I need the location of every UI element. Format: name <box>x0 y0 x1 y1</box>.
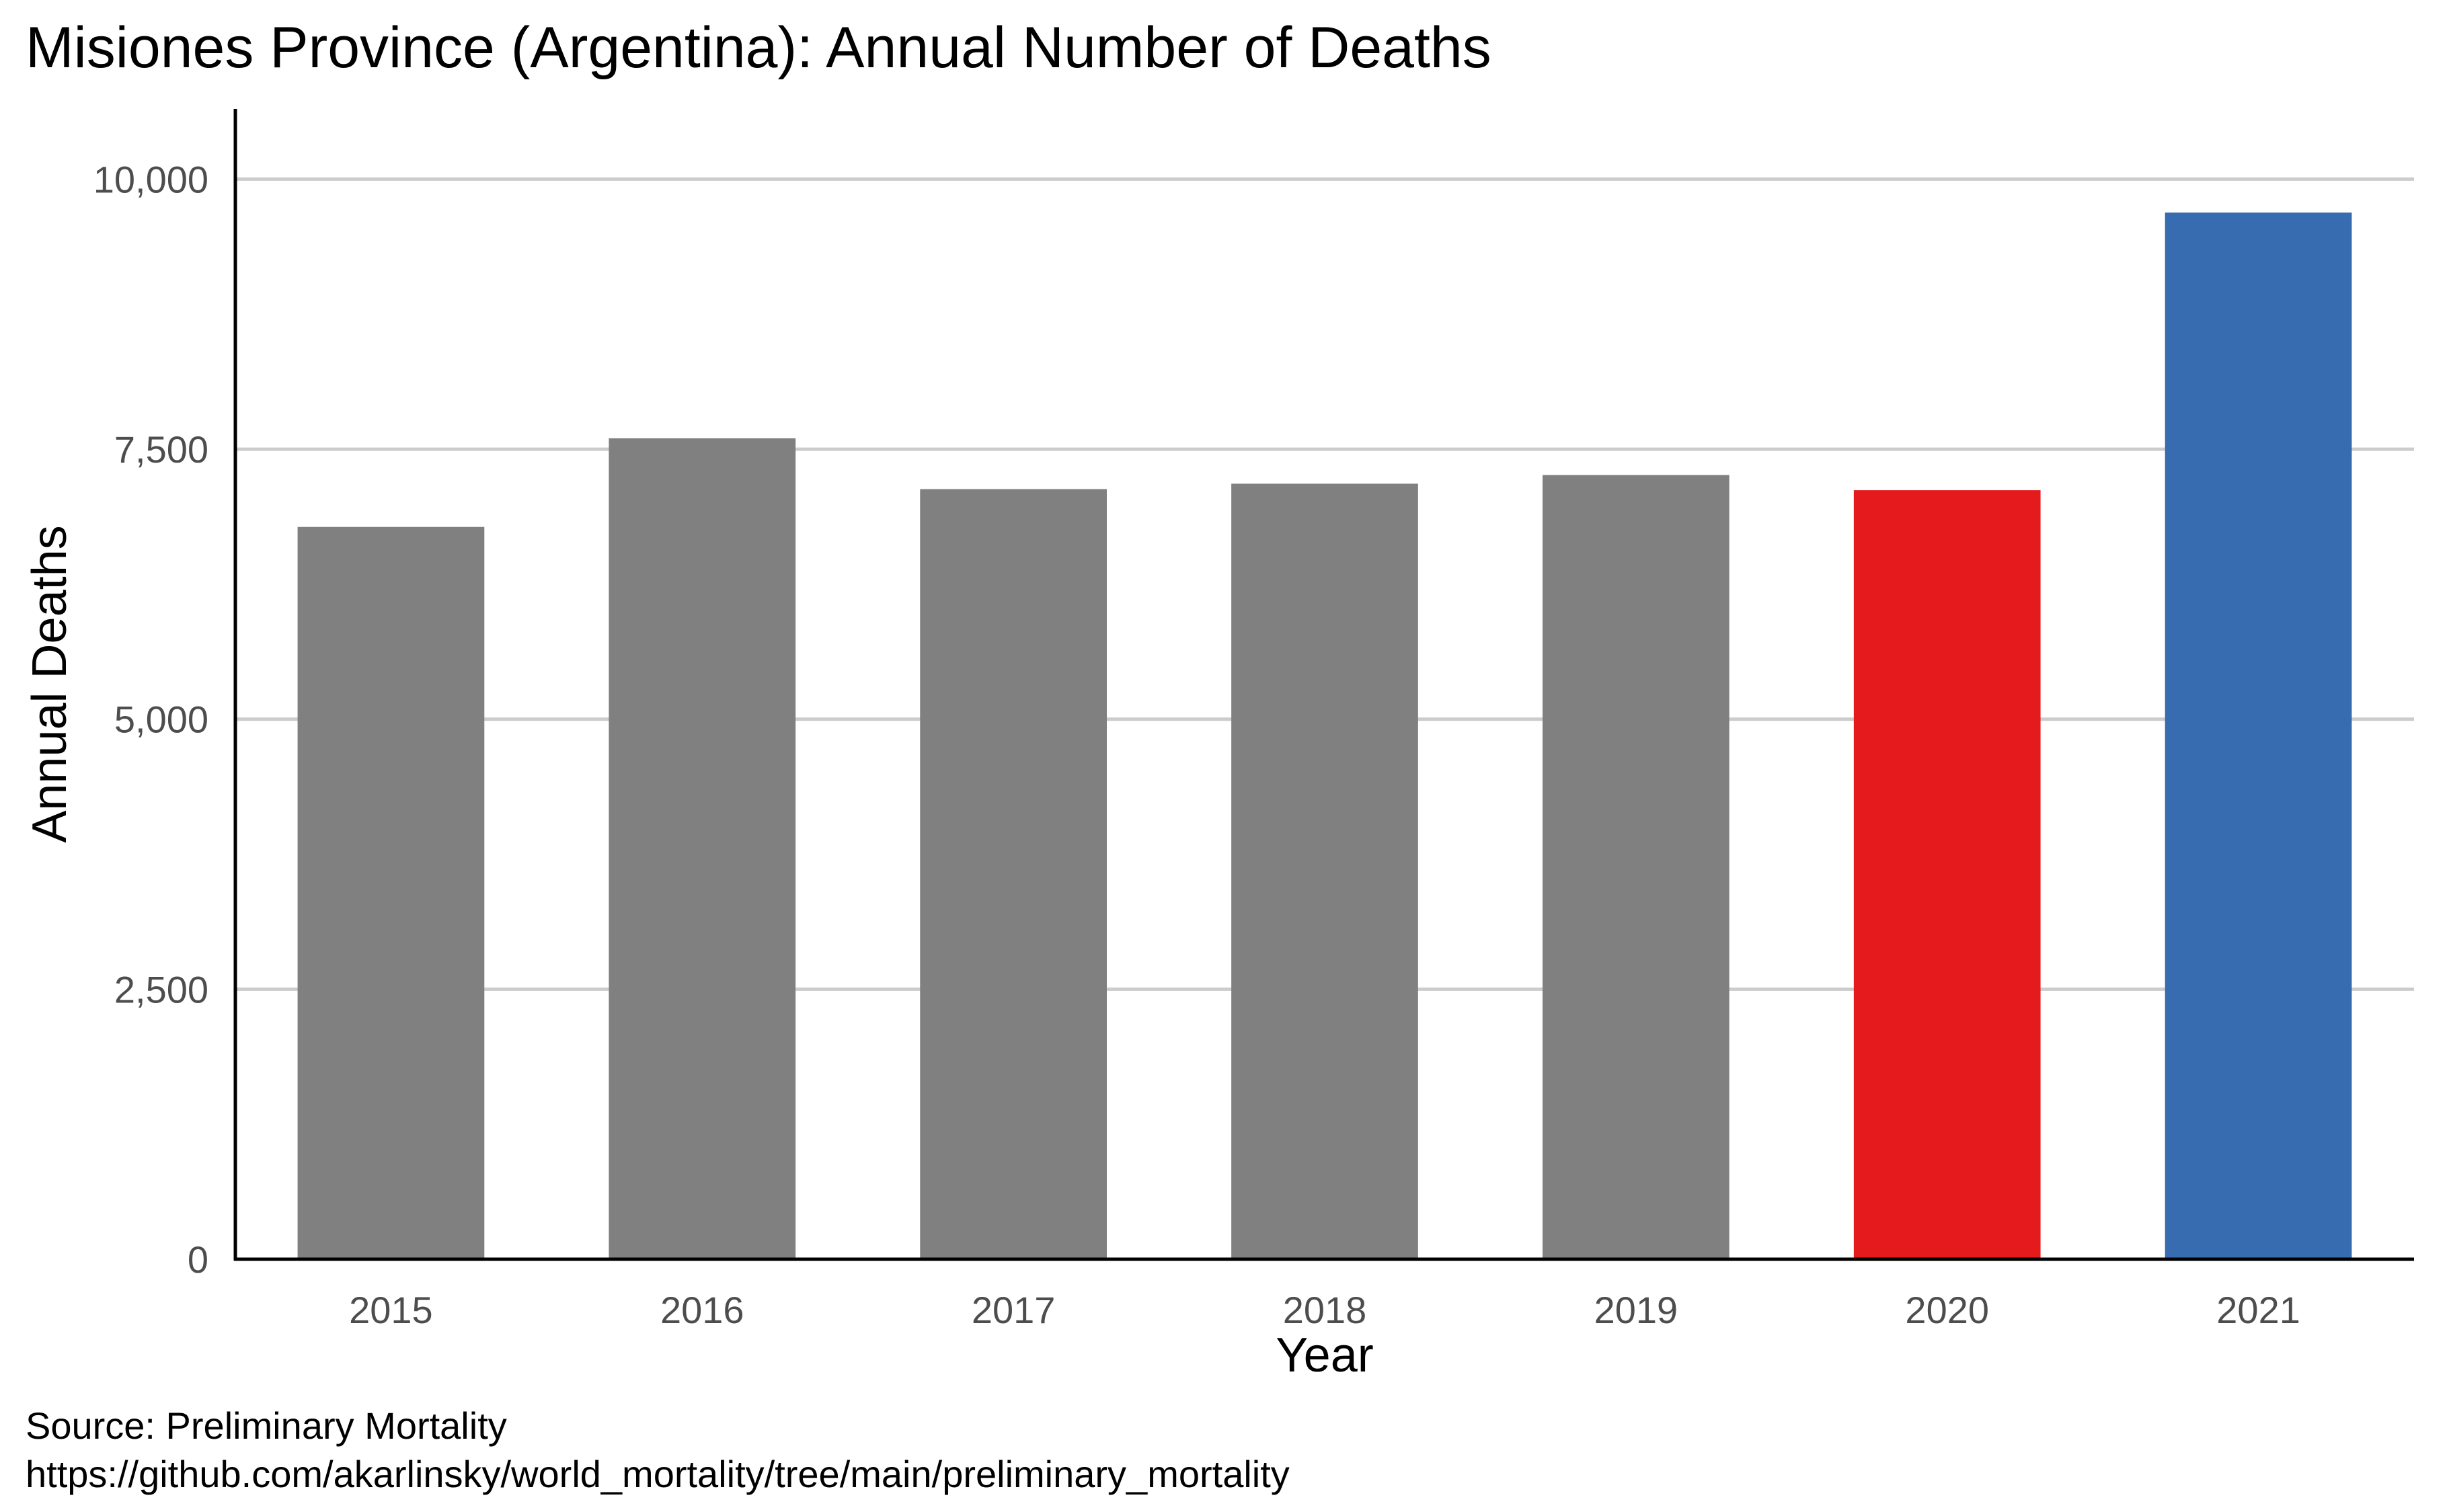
y-tick-label: 2,500 <box>114 968 208 1010</box>
x-tick-label: 2017 <box>972 1289 1056 1331</box>
bar-2015 <box>297 526 485 1259</box>
y-tick-label: 7,500 <box>114 428 208 471</box>
source-caption: Source: Preliminary Mortality <box>26 1404 507 1447</box>
x-tick-label: 2021 <box>2216 1289 2300 1331</box>
bar-2020 <box>1853 490 2041 1260</box>
x-tick-label: 2019 <box>1594 1289 1678 1331</box>
y-tick-label: 0 <box>188 1238 208 1281</box>
x-tick-label: 2018 <box>1283 1289 1367 1331</box>
y-tick-label: 10,000 <box>93 158 208 200</box>
bar-2018 <box>1231 483 1418 1260</box>
x-tick-label: 2015 <box>349 1289 433 1331</box>
bars <box>297 212 2352 1260</box>
x-tick-label: 2016 <box>660 1289 744 1331</box>
y-axis-ticks: 0 2,500 5,000 7,500 10,000 <box>93 158 208 1281</box>
x-axis-title: Year <box>1276 1328 1373 1382</box>
bar-2019 <box>1543 475 1729 1259</box>
x-tick-label: 2020 <box>1905 1289 1989 1331</box>
bar-2021 <box>2165 212 2352 1260</box>
chart-title: Misiones Province (Argentina): Annual Nu… <box>26 15 1491 80</box>
y-tick-label: 5,000 <box>114 699 208 741</box>
bar-2016 <box>609 438 796 1260</box>
bar-2017 <box>920 489 1107 1259</box>
x-axis-ticks: 2015 2016 2017 2018 2019 2020 2021 <box>349 1289 2300 1331</box>
source-url[interactable]: https://github.com/akarlinsky/world_mort… <box>26 1453 1290 1495</box>
y-axis-title: Annual Deaths <box>23 525 77 842</box>
